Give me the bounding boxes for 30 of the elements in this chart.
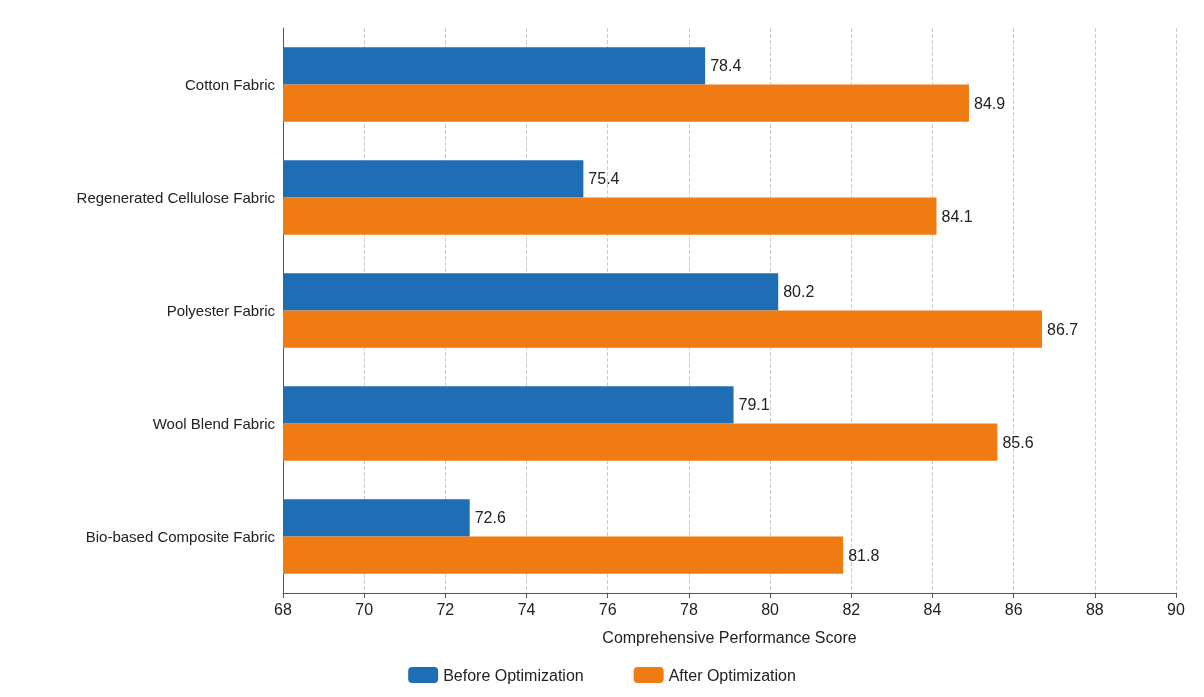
x-tick-label: 86 xyxy=(1004,600,1023,618)
x-tick-label: 76 xyxy=(598,600,617,618)
data-label: 84.9 xyxy=(973,94,1006,112)
legend-label: Before Optimization xyxy=(443,666,584,684)
x-tick-label: 90 xyxy=(1167,600,1185,618)
data-label: 84.1 xyxy=(941,207,973,225)
x-tick-label: 72 xyxy=(436,600,455,618)
x-tick-label: 68 xyxy=(274,600,292,618)
y-tick-label: Regenerated Cellulose Fabric xyxy=(76,189,276,206)
y-tick-label: Bio-based Composite Fabric xyxy=(85,528,276,545)
x-tick-label: 84 xyxy=(923,600,942,618)
data-label: 75.4 xyxy=(588,170,620,188)
data-label: 81.8 xyxy=(848,546,880,564)
data-label: 80.2 xyxy=(783,283,815,301)
data-label: 86.7 xyxy=(1047,320,1079,338)
y-tick-label: Wool Blend Fabric xyxy=(152,415,276,432)
x-tick-label: 80 xyxy=(761,600,780,618)
x-tick-label: 88 xyxy=(1085,600,1104,618)
data-label: 85.6 xyxy=(1002,433,1034,451)
data-label: 79.1 xyxy=(738,396,770,414)
x-axis-title: Comprehensive Performance Score xyxy=(602,628,857,646)
data-label: 78.4 xyxy=(710,57,742,75)
y-tick-label: Cotton Fabric xyxy=(184,76,276,93)
x-tick-label: 74 xyxy=(517,600,536,618)
x-tick-label: 78 xyxy=(680,600,698,618)
x-tick-label: 70 xyxy=(355,600,374,618)
data-label: 72.6 xyxy=(474,509,506,527)
x-tick-label: 82 xyxy=(842,600,861,618)
legend-label: After Optimization xyxy=(668,666,796,684)
y-tick-label: Polyester Fabric xyxy=(166,302,276,319)
